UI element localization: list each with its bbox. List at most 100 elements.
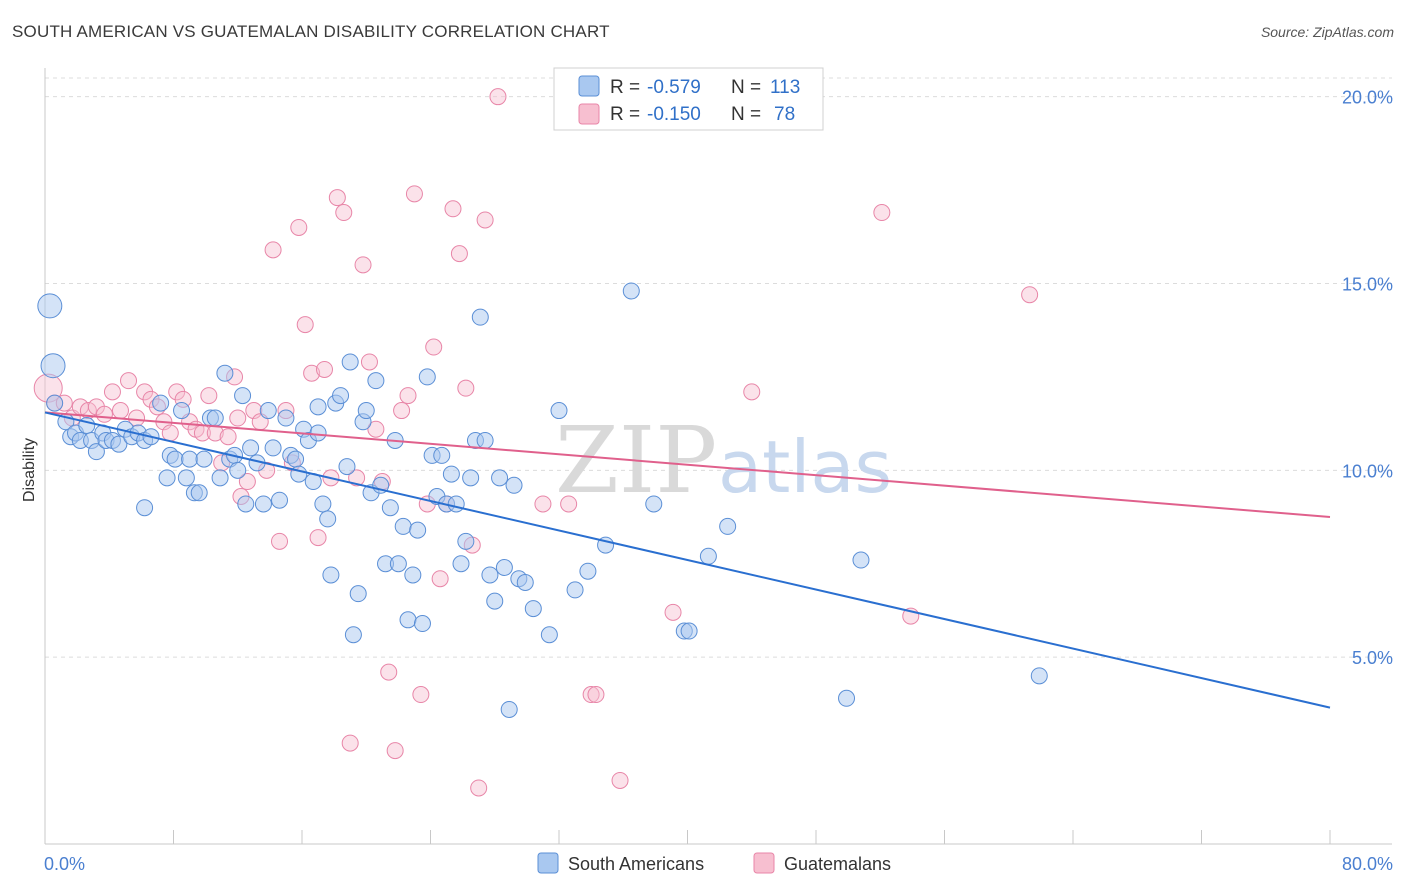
south-american-point bbox=[413, 615, 431, 633]
south-american-point bbox=[309, 398, 327, 416]
guatemalan-point bbox=[354, 256, 372, 274]
guatemalan-point bbox=[457, 379, 475, 397]
south-american-point bbox=[338, 458, 356, 476]
trend-lines bbox=[44, 411, 1331, 709]
legend-n-value-2: 78 bbox=[774, 104, 795, 125]
guatemalan-point bbox=[405, 185, 423, 203]
south-american-point bbox=[271, 491, 289, 509]
guatemalan-point bbox=[296, 316, 314, 334]
south-american-point bbox=[237, 495, 255, 513]
south-american-point bbox=[500, 700, 518, 718]
guatemalan-point bbox=[450, 245, 468, 263]
guatemalan-point bbox=[489, 88, 507, 106]
south-american-point bbox=[357, 402, 375, 420]
guatemalan-point bbox=[95, 405, 113, 423]
guatemalan-point bbox=[315, 360, 333, 378]
guatemalan-point bbox=[425, 338, 443, 356]
x-tick-label-max: 80.0% bbox=[1342, 854, 1393, 874]
south-american-point bbox=[505, 476, 523, 494]
south-american-point bbox=[452, 555, 470, 573]
guatemalan-point bbox=[664, 603, 682, 621]
y-tick-label: 15.0% bbox=[1342, 275, 1393, 295]
chart-source: Source: ZipAtlas.com bbox=[1260, 24, 1394, 40]
south-american-point bbox=[495, 558, 513, 576]
axes bbox=[44, 68, 1392, 845]
south-american-point bbox=[838, 689, 856, 707]
south-american-point bbox=[719, 517, 737, 535]
y-axis-label: Disability bbox=[21, 438, 38, 502]
legend-n-value-1: 113 bbox=[770, 77, 800, 98]
south-american-point bbox=[645, 495, 663, 513]
guatemalan-point bbox=[111, 402, 129, 420]
y-tick-label: 20.0% bbox=[1342, 88, 1393, 108]
south-american-point bbox=[277, 409, 295, 427]
south-american-point bbox=[394, 517, 412, 535]
guatemalan-point bbox=[582, 686, 600, 704]
south-american-point bbox=[622, 282, 640, 300]
south-american-point bbox=[211, 469, 229, 487]
guatemalan-point bbox=[587, 686, 605, 704]
south-american-point bbox=[442, 465, 460, 483]
south-americans-trend-line bbox=[44, 411, 1331, 709]
south-american-point bbox=[367, 372, 385, 390]
guatemalan-point bbox=[431, 570, 449, 588]
guatemalan-point bbox=[219, 428, 237, 446]
south-american-point bbox=[319, 510, 337, 528]
south-american-point bbox=[216, 364, 234, 382]
guatemalan-point bbox=[348, 469, 366, 487]
south-american-point bbox=[389, 555, 407, 573]
y-tick-label: 10.0% bbox=[1342, 461, 1393, 481]
guatemalan-point bbox=[367, 420, 385, 438]
south-american-point bbox=[476, 431, 494, 449]
south-american-point bbox=[264, 439, 282, 457]
south-american-point bbox=[1030, 667, 1048, 685]
south-american-point bbox=[349, 585, 367, 603]
bottom-legend-guatemalans: Guatemalans bbox=[784, 854, 891, 874]
south-american-point bbox=[37, 293, 63, 319]
south-american-point bbox=[177, 469, 195, 487]
south-american-point bbox=[418, 368, 436, 386]
guatemalan-point bbox=[534, 495, 552, 513]
guatemalan-point bbox=[200, 387, 218, 405]
south-american-point bbox=[699, 547, 717, 565]
south-american-point bbox=[680, 622, 698, 640]
correlation-legend: R = -0.579 N = 113 R = -0.150 N = 78 bbox=[553, 67, 824, 131]
guatemalan-point bbox=[341, 734, 359, 752]
south-american-point bbox=[190, 484, 208, 502]
south-american-point bbox=[181, 450, 199, 468]
guatemalan-point bbox=[120, 372, 138, 390]
guatemalan-point bbox=[470, 779, 488, 797]
south-american-point bbox=[87, 443, 105, 461]
series-legend: South Americans Guatemalans bbox=[537, 852, 891, 874]
guatemalan-point bbox=[328, 189, 346, 207]
guatemalan-point bbox=[560, 495, 578, 513]
x-tick-label-min: 0.0% bbox=[44, 854, 85, 874]
guatemalan-point bbox=[399, 387, 417, 405]
south-american-point bbox=[152, 394, 170, 412]
y-tick-labels: 5.0% 10.0% 15.0% 20.0% bbox=[1342, 88, 1393, 668]
bottom-legend-swatch-pink bbox=[753, 852, 775, 874]
south-american-point bbox=[206, 409, 224, 427]
guatemalan-point bbox=[229, 409, 247, 427]
x-tick-labels: 0.0% 80.0% bbox=[44, 854, 1393, 874]
south-american-point bbox=[229, 461, 247, 479]
south-american-point bbox=[158, 469, 176, 487]
south-american-point bbox=[381, 499, 399, 517]
south-american-point bbox=[550, 402, 568, 420]
south-american-point bbox=[195, 450, 213, 468]
south-american-point bbox=[447, 495, 465, 513]
south-american-point bbox=[566, 581, 584, 599]
legend-r-value-2: -0.150 bbox=[647, 104, 701, 125]
guatemalan-point bbox=[1021, 286, 1039, 304]
guatemalan-point bbox=[360, 353, 378, 371]
south-american-point bbox=[234, 387, 252, 405]
south-american-point bbox=[173, 402, 191, 420]
south-american-point bbox=[242, 439, 260, 457]
south-american-point bbox=[433, 446, 451, 464]
south-american-point bbox=[409, 521, 427, 539]
y-tick-label: 5.0% bbox=[1352, 648, 1393, 668]
legend-n-label-2: N = bbox=[731, 104, 761, 125]
south-american-point bbox=[259, 402, 277, 420]
south-american-point bbox=[110, 435, 128, 453]
